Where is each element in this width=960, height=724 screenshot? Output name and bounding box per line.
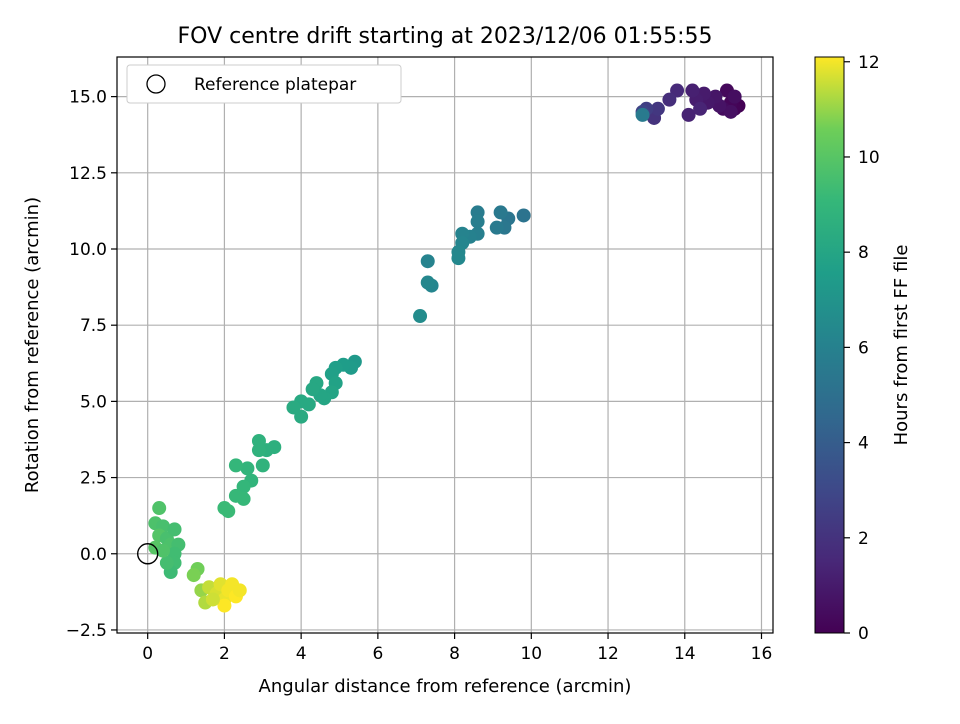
- data-point: [662, 92, 677, 107]
- data-points: [148, 83, 746, 613]
- data-point: [305, 382, 320, 397]
- colorbar: 0 2 4 6 8 10 12 Hours from first FF file: [814, 53, 912, 644]
- data-point: [186, 568, 201, 583]
- data-point: [159, 555, 174, 570]
- data-point: [670, 83, 685, 98]
- colorbar-label: Hours from first FF file: [891, 245, 912, 446]
- legend-label: Reference platepar: [194, 75, 356, 95]
- y-axis-label: Rotation from reference (arcmin): [22, 197, 43, 493]
- data-point: [205, 592, 220, 607]
- data-point: [516, 208, 531, 223]
- data-point: [167, 522, 182, 537]
- colorbar-tick-label: 6: [858, 338, 869, 358]
- data-point: [470, 214, 485, 229]
- data-point: [240, 461, 255, 476]
- data-point: [294, 409, 309, 424]
- y-tick-label: 12.5: [69, 164, 107, 184]
- y-tick-label: 2.5: [80, 469, 107, 489]
- y-tick-label: −2.5: [66, 621, 107, 641]
- x-tick-label: 16: [751, 644, 773, 664]
- colorbar-ticks: 0 2 4 6 8 10 12: [844, 53, 880, 644]
- reference-marker: [136, 543, 159, 565]
- data-point: [493, 205, 508, 220]
- colorbar-tick-label: 0: [858, 624, 869, 644]
- x-axis-label: Angular distance from reference (arcmin): [259, 676, 632, 697]
- data-point: [236, 479, 251, 494]
- data-point: [251, 443, 266, 458]
- data-point: [635, 107, 650, 122]
- colorbar-tick-label: 4: [858, 434, 869, 454]
- plot-frame: [116, 56, 774, 634]
- data-point: [693, 101, 708, 116]
- reference-point: [136, 543, 159, 565]
- data-point: [727, 89, 742, 104]
- colorbar-gradient: [814, 56, 845, 634]
- data-point: [255, 458, 270, 473]
- data-point: [723, 104, 738, 119]
- data-point: [217, 598, 232, 613]
- y-axis-ticks: −2.5 0.0 2.5 5.0 7.5 10.0 12.5 15.0: [66, 88, 117, 641]
- chart-title: FOV centre drift starting at 2023/12/06 …: [178, 24, 713, 49]
- data-point: [228, 458, 243, 473]
- colorbar-tick-label: 12: [858, 53, 880, 73]
- colorbar-tick-label: 2: [858, 529, 869, 549]
- y-tick-label: 10.0: [69, 240, 107, 260]
- legend-open-circle-icon: [146, 74, 166, 94]
- x-tick-label: 4: [296, 644, 307, 664]
- x-tick-label: 6: [372, 644, 383, 664]
- grid: [117, 57, 773, 633]
- y-tick-label: 5.0: [80, 392, 107, 412]
- x-tick-label: 0: [142, 644, 153, 664]
- data-point: [217, 501, 232, 516]
- legend-box: [126, 64, 402, 104]
- data-point: [152, 501, 167, 516]
- data-point: [650, 101, 665, 116]
- y-tick-label: 0.0: [80, 545, 107, 565]
- y-tick-label: 7.5: [80, 316, 107, 336]
- data-point: [420, 275, 435, 290]
- x-tick-label: 10: [520, 644, 542, 664]
- data-point: [451, 251, 466, 266]
- y-tick-label: 15.0: [69, 88, 107, 108]
- data-point: [232, 583, 247, 598]
- data-point: [236, 491, 251, 506]
- legend: Reference platepar: [126, 64, 402, 104]
- colorbar-tick-label: 10: [858, 148, 880, 168]
- data-point: [685, 83, 700, 98]
- data-point: [286, 400, 301, 415]
- x-tick-label: 12: [597, 644, 619, 664]
- x-axis-ticks: 0 2 4 6 8 10 12 14 16: [142, 633, 772, 664]
- x-tick-label: 2: [219, 644, 230, 664]
- data-point: [156, 543, 171, 558]
- data-point: [681, 107, 696, 122]
- data-point: [413, 309, 428, 324]
- data-point: [489, 220, 504, 235]
- data-point: [420, 254, 435, 269]
- x-tick-label: 8: [449, 644, 460, 664]
- colorbar-tick-label: 8: [858, 243, 869, 263]
- x-tick-label: 14: [674, 644, 696, 664]
